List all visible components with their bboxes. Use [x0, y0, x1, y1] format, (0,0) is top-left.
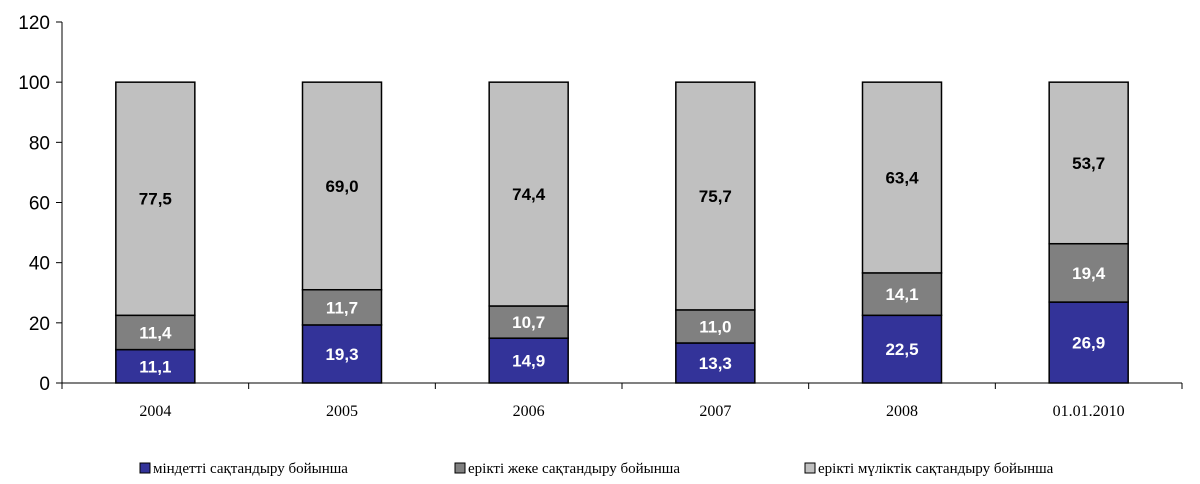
data-label: 11,7: [326, 298, 358, 317]
data-label: 69,0: [325, 177, 358, 196]
legend-label: міндетті сақтандыру бойынша: [153, 461, 348, 477]
y-tick-label: 60: [29, 194, 50, 215]
legend-swatch: [139, 462, 151, 474]
data-label: 19,3: [325, 345, 358, 364]
bar-segment: [861, 272, 943, 317]
y-tick-label: 40: [29, 254, 50, 275]
data-label: 63,4: [885, 169, 919, 188]
y-tick-label: 80: [29, 133, 50, 154]
bar-segment: [1048, 301, 1129, 384]
data-label: 26,9: [1072, 334, 1105, 353]
legend-label: ерікті жеке сақтандыру бойынша: [468, 461, 680, 477]
y-tick-label: 0: [39, 374, 50, 395]
y-tick-label: 20: [29, 314, 50, 335]
data-label: 13,3: [699, 354, 732, 373]
bar-segment: [301, 324, 383, 384]
x-tick-label: 2006: [513, 403, 545, 420]
data-label: 75,7: [699, 187, 732, 206]
bar-segment: [488, 305, 569, 339]
x-axis: 2004 2005 2006 2007 2008 01.01.2010: [61, 382, 1183, 420]
bar-segment: [675, 342, 756, 384]
data-label: 77,5: [139, 190, 172, 209]
bar-segment: [115, 81, 196, 317]
legend-swatch: [804, 462, 816, 474]
data-labels: 11,1 11,4 77,5 19,3 11,7 69,0 14,9 10,7 74,4 13,3…: [139, 154, 1106, 376]
bar-segment: [301, 81, 383, 291]
x-tick-label: 01.01.2010: [1053, 403, 1125, 420]
data-label: 11,0: [699, 317, 731, 336]
data-label: 10,7: [512, 313, 545, 332]
bars: [115, 81, 1129, 384]
data-label: 11,1: [139, 357, 171, 376]
x-tick-label: 2005: [326, 403, 358, 420]
x-tick-label: 2008: [886, 403, 918, 420]
bar-segment: [301, 288, 383, 326]
data-label: 14,9: [512, 352, 545, 371]
legend: міндетті сақтандыру бойынша ерікті жеке с…: [139, 461, 1054, 477]
data-label: 53,7: [1072, 154, 1105, 173]
bar-segment: [115, 348, 196, 384]
data-label: 74,4: [512, 185, 546, 204]
bar-segment: [861, 81, 943, 274]
legend-swatch: [454, 462, 466, 474]
bar-segment: [675, 81, 756, 311]
data-label: 14,1: [885, 285, 918, 304]
legend-label: ерікті мүліктік сақтандыру бойынша: [818, 461, 1054, 477]
data-label: 19,4: [1072, 264, 1106, 283]
data-label: 11,4: [139, 323, 172, 342]
x-tick-label: 2007: [699, 403, 731, 420]
bar-segment: [488, 81, 569, 307]
bar-segment: [1048, 242, 1129, 303]
data-label: 22,5: [885, 340, 918, 359]
x-tick-label: 2004: [139, 403, 171, 420]
y-tick-label: 120: [18, 13, 50, 34]
y-tick-label: 100: [18, 73, 50, 94]
bar-segment: [861, 314, 943, 384]
y-axis: 0 20 40 60 80 100 120: [18, 13, 63, 395]
bar-segment: [1048, 81, 1129, 245]
